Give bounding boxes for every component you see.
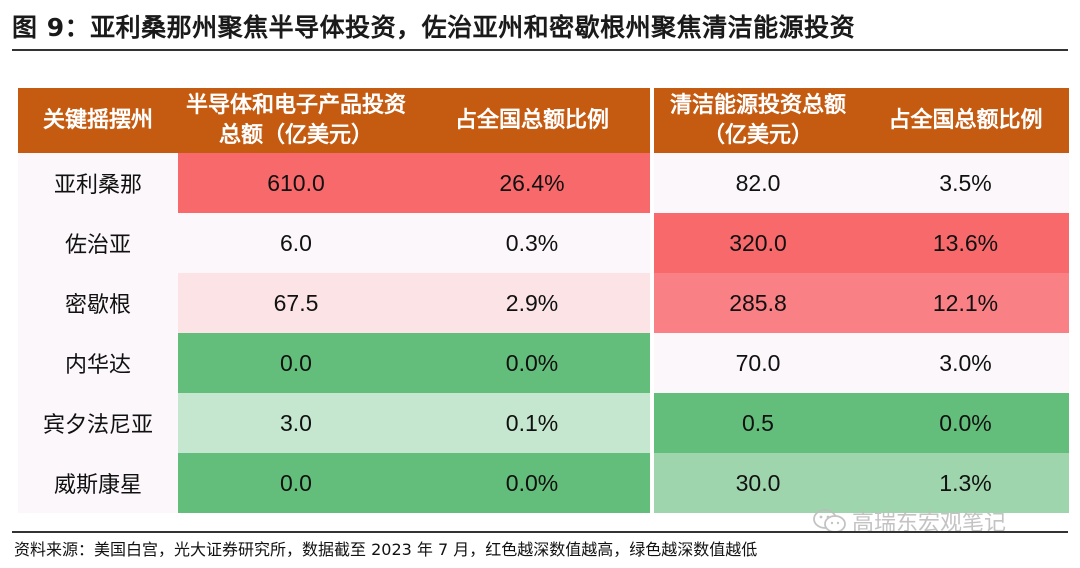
header-clean-share: 占全国总额比例 bbox=[862, 88, 1069, 153]
semi-total-cell: 0.0 bbox=[178, 453, 414, 513]
state-cell: 密歇根 bbox=[18, 273, 178, 333]
clean-total-cell: 70.0 bbox=[654, 333, 862, 393]
table-row: 密歇根 67.5 2.9% 285.8 12.1% bbox=[18, 273, 1069, 333]
clean-share-cell: 1.3% bbox=[862, 453, 1069, 513]
clean-share-cell: 3.0% bbox=[862, 333, 1069, 393]
clean-share-cell: 0.0% bbox=[862, 393, 1069, 453]
column-gap bbox=[650, 88, 654, 153]
clean-total-cell: 0.5 bbox=[654, 393, 862, 453]
column-gap bbox=[650, 333, 654, 393]
column-gap bbox=[650, 453, 654, 513]
column-gap bbox=[650, 213, 654, 273]
state-cell: 亚利桑那 bbox=[18, 153, 178, 213]
title-underline bbox=[12, 49, 1068, 51]
wechat-icon bbox=[813, 509, 846, 533]
source-divider bbox=[12, 531, 1068, 533]
semi-share-cell: 0.3% bbox=[414, 213, 650, 273]
clean-share-cell: 13.6% bbox=[862, 213, 1069, 273]
semi-share-cell: 0.1% bbox=[414, 393, 650, 453]
table-row: 威斯康星 0.0 0.0% 30.0 1.3% bbox=[18, 453, 1069, 513]
clean-total-cell: 320.0 bbox=[654, 213, 862, 273]
semi-total-cell: 3.0 bbox=[178, 393, 414, 453]
semi-total-cell: 67.5 bbox=[178, 273, 414, 333]
table-row: 内华达 0.0 0.0% 70.0 3.0% bbox=[18, 333, 1069, 393]
clean-total-cell: 82.0 bbox=[654, 153, 862, 213]
state-cell: 内华达 bbox=[18, 333, 178, 393]
semi-total-cell: 6.0 bbox=[178, 213, 414, 273]
semi-total-cell: 610.0 bbox=[178, 153, 414, 213]
semi-share-cell: 2.9% bbox=[414, 273, 650, 333]
table-row: 亚利桑那 610.0 26.4% 82.0 3.5% bbox=[18, 153, 1069, 213]
header-clean-total: 清洁能源投资总额（亿美元） bbox=[654, 88, 862, 153]
column-gap bbox=[650, 393, 654, 453]
source-note: 资料来源：美国白宫，光大证券研究所，数据截至 2023 年 7 月，红色越深数值… bbox=[14, 540, 758, 559]
header-semi-total: 半导体和电子产品投资总额（亿美元） bbox=[178, 88, 414, 153]
state-cell: 威斯康星 bbox=[18, 453, 178, 513]
semi-share-cell: 26.4% bbox=[414, 153, 650, 213]
figure-title: 图 9：亚利桑那州聚焦半导体投资，佐治亚州和密歇根州聚焦清洁能源投资 bbox=[12, 13, 856, 42]
clean-total-cell: 30.0 bbox=[654, 453, 862, 513]
header-state: 关键摇摆州 bbox=[18, 88, 178, 153]
header-row: 关键摇摆州 半导体和电子产品投资总额（亿美元） 占全国总额比例 清洁能源投资总额… bbox=[18, 88, 1069, 153]
investment-table: 关键摇摆州 半导体和电子产品投资总额（亿美元） 占全国总额比例 清洁能源投资总额… bbox=[18, 88, 1069, 513]
state-cell: 宾夕法尼亚 bbox=[18, 393, 178, 453]
column-gap bbox=[650, 153, 654, 213]
semi-total-cell: 0.0 bbox=[178, 333, 414, 393]
column-gap bbox=[650, 273, 654, 333]
semi-share-cell: 0.0% bbox=[414, 453, 650, 513]
state-cell: 佐治亚 bbox=[18, 213, 178, 273]
clean-total-cell: 285.8 bbox=[654, 273, 862, 333]
header-semi-share: 占全国总额比例 bbox=[414, 88, 650, 153]
clean-share-cell: 3.5% bbox=[862, 153, 1069, 213]
table-row: 佐治亚 6.0 0.3% 320.0 13.6% bbox=[18, 213, 1069, 273]
table-row: 宾夕法尼亚 3.0 0.1% 0.5 0.0% bbox=[18, 393, 1069, 453]
clean-share-cell: 12.1% bbox=[862, 273, 1069, 333]
semi-share-cell: 0.0% bbox=[414, 333, 650, 393]
